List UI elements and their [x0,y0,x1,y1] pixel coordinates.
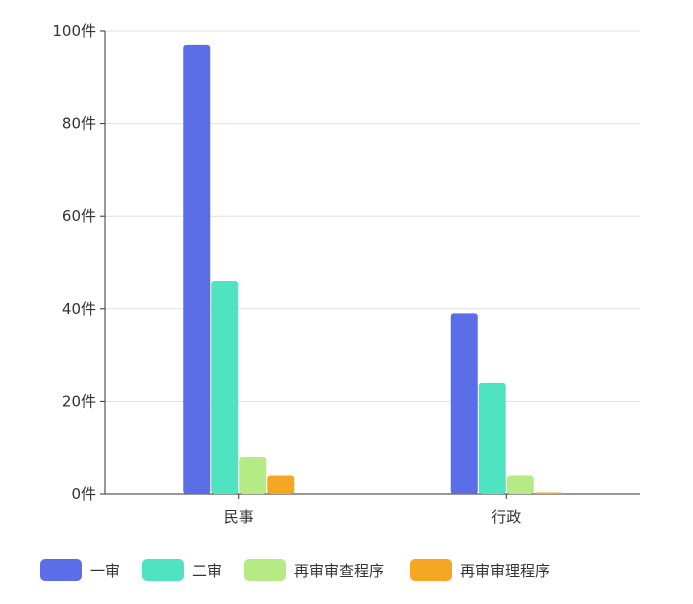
legend-swatch [244,559,286,581]
legend-swatch [142,559,184,581]
bar-二审 [478,382,506,494]
legend-label: 再审审理程序 [460,562,550,580]
legend-label: 二审 [192,562,222,580]
bar-一审 [183,44,211,494]
y-tick-label: 40件 [62,300,96,318]
y-tick-label: 0件 [71,485,96,503]
y-tick-label: 100件 [52,22,96,40]
x-tick-label: 行政 [491,508,521,526]
y-tick-label: 80件 [62,115,96,133]
bar-再审审查程序 [506,475,534,494]
bar-再审审理程序 [267,475,295,494]
y-tick-label: 60件 [62,207,96,225]
bar-二审 [211,281,239,494]
x-tick-label: 民事 [224,508,254,526]
bar-再审审理程序 [534,492,562,494]
legend-label: 一审 [90,562,120,580]
legend-swatch [40,559,82,581]
bar-再审审查程序 [239,456,267,494]
y-tick-label: 20件 [62,392,96,410]
bar-一审 [450,313,478,494]
legend-swatch [410,559,452,581]
legend-label: 再审审查程序 [294,562,384,580]
